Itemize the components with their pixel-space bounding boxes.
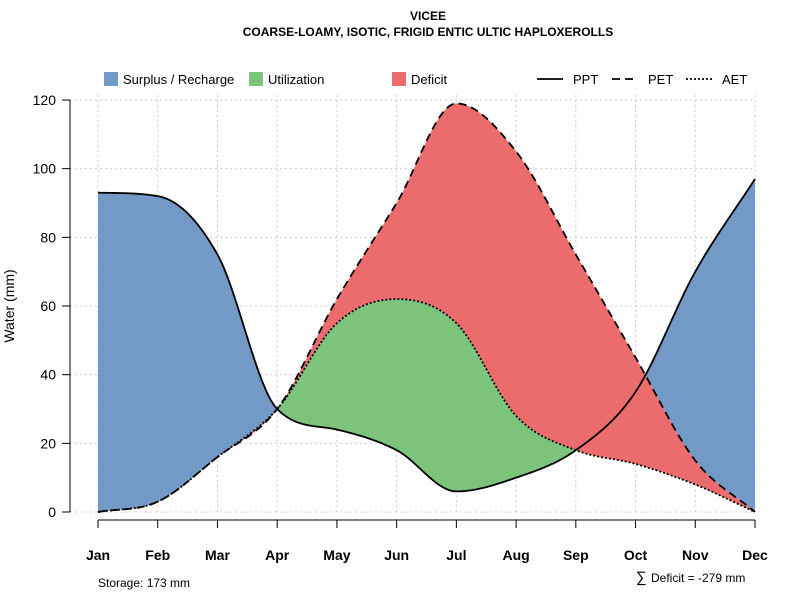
x-tick-label-apr: Apr [265, 547, 290, 563]
area-fills [98, 103, 755, 513]
legend-label-area-0: Surplus / Recharge [123, 72, 234, 87]
x-tick-label-aug: Aug [502, 547, 529, 563]
chart-title: VICEE [410, 9, 446, 23]
x-tick-label-oct: Oct [624, 547, 648, 563]
x-tick-label-feb: Feb [145, 547, 170, 563]
legend-swatch-2 [392, 72, 406, 86]
x-tick-label-jun: Jun [384, 547, 409, 563]
deficit-annotation: Deficit = -279 mm [651, 571, 745, 585]
x-tick-label-jul: Jul [446, 547, 466, 563]
deficit-sum-symbol: ∑ [636, 569, 647, 586]
x-tick-label-nov: Nov [682, 547, 709, 563]
legend-swatch-1 [249, 72, 263, 86]
axes: 0 20 40 60 80 100 120 Jan Feb Mar Apr May Jun Jul Aug S… [33, 92, 768, 563]
series-lines [97, 102, 756, 513]
legend-label-aet: AET [722, 72, 747, 87]
chart-subtitle: COARSE-LOAMY, ISOTIC, FRIGID ENTIC ULTIC… [243, 25, 613, 39]
legend-label-pet: PET [648, 72, 673, 87]
utilization-area [98, 299, 755, 512]
y-tick-label: 20 [40, 435, 56, 451]
deficit-area [98, 103, 755, 513]
x-tick-label-mar: Mar [205, 547, 230, 563]
x-tick-label-may: May [323, 547, 350, 563]
legend-label-area-2: Deficit [411, 72, 448, 87]
y-tick-label: 40 [40, 367, 56, 383]
surplus-recharge-area [98, 103, 755, 513]
y-tick-label: 60 [40, 298, 56, 314]
x-tick-label-sep: Sep [563, 547, 589, 563]
series-line-ppt [97, 178, 756, 493]
y-tick-label: 100 [33, 161, 57, 177]
chart-legend: Surplus / Recharge Utilization Deficit PPT P… [104, 72, 747, 87]
y-tick-label: 120 [33, 92, 57, 108]
series-line-aet [97, 298, 756, 513]
x-tick-label-dec: Dec [742, 547, 768, 563]
legend-label-ppt: PPT [573, 72, 598, 87]
x-tick-label-jan: Jan [86, 547, 110, 563]
y-tick-label: 80 [40, 229, 56, 245]
series-line-pet [97, 102, 756, 513]
storage-annotation: Storage: 173 mm [98, 576, 190, 590]
legend-label-area-1: Utilization [268, 72, 324, 87]
y-axis-label: Water (mm) [1, 269, 17, 342]
y-tick-label: 0 [48, 504, 56, 520]
legend-swatch-0 [104, 72, 118, 86]
